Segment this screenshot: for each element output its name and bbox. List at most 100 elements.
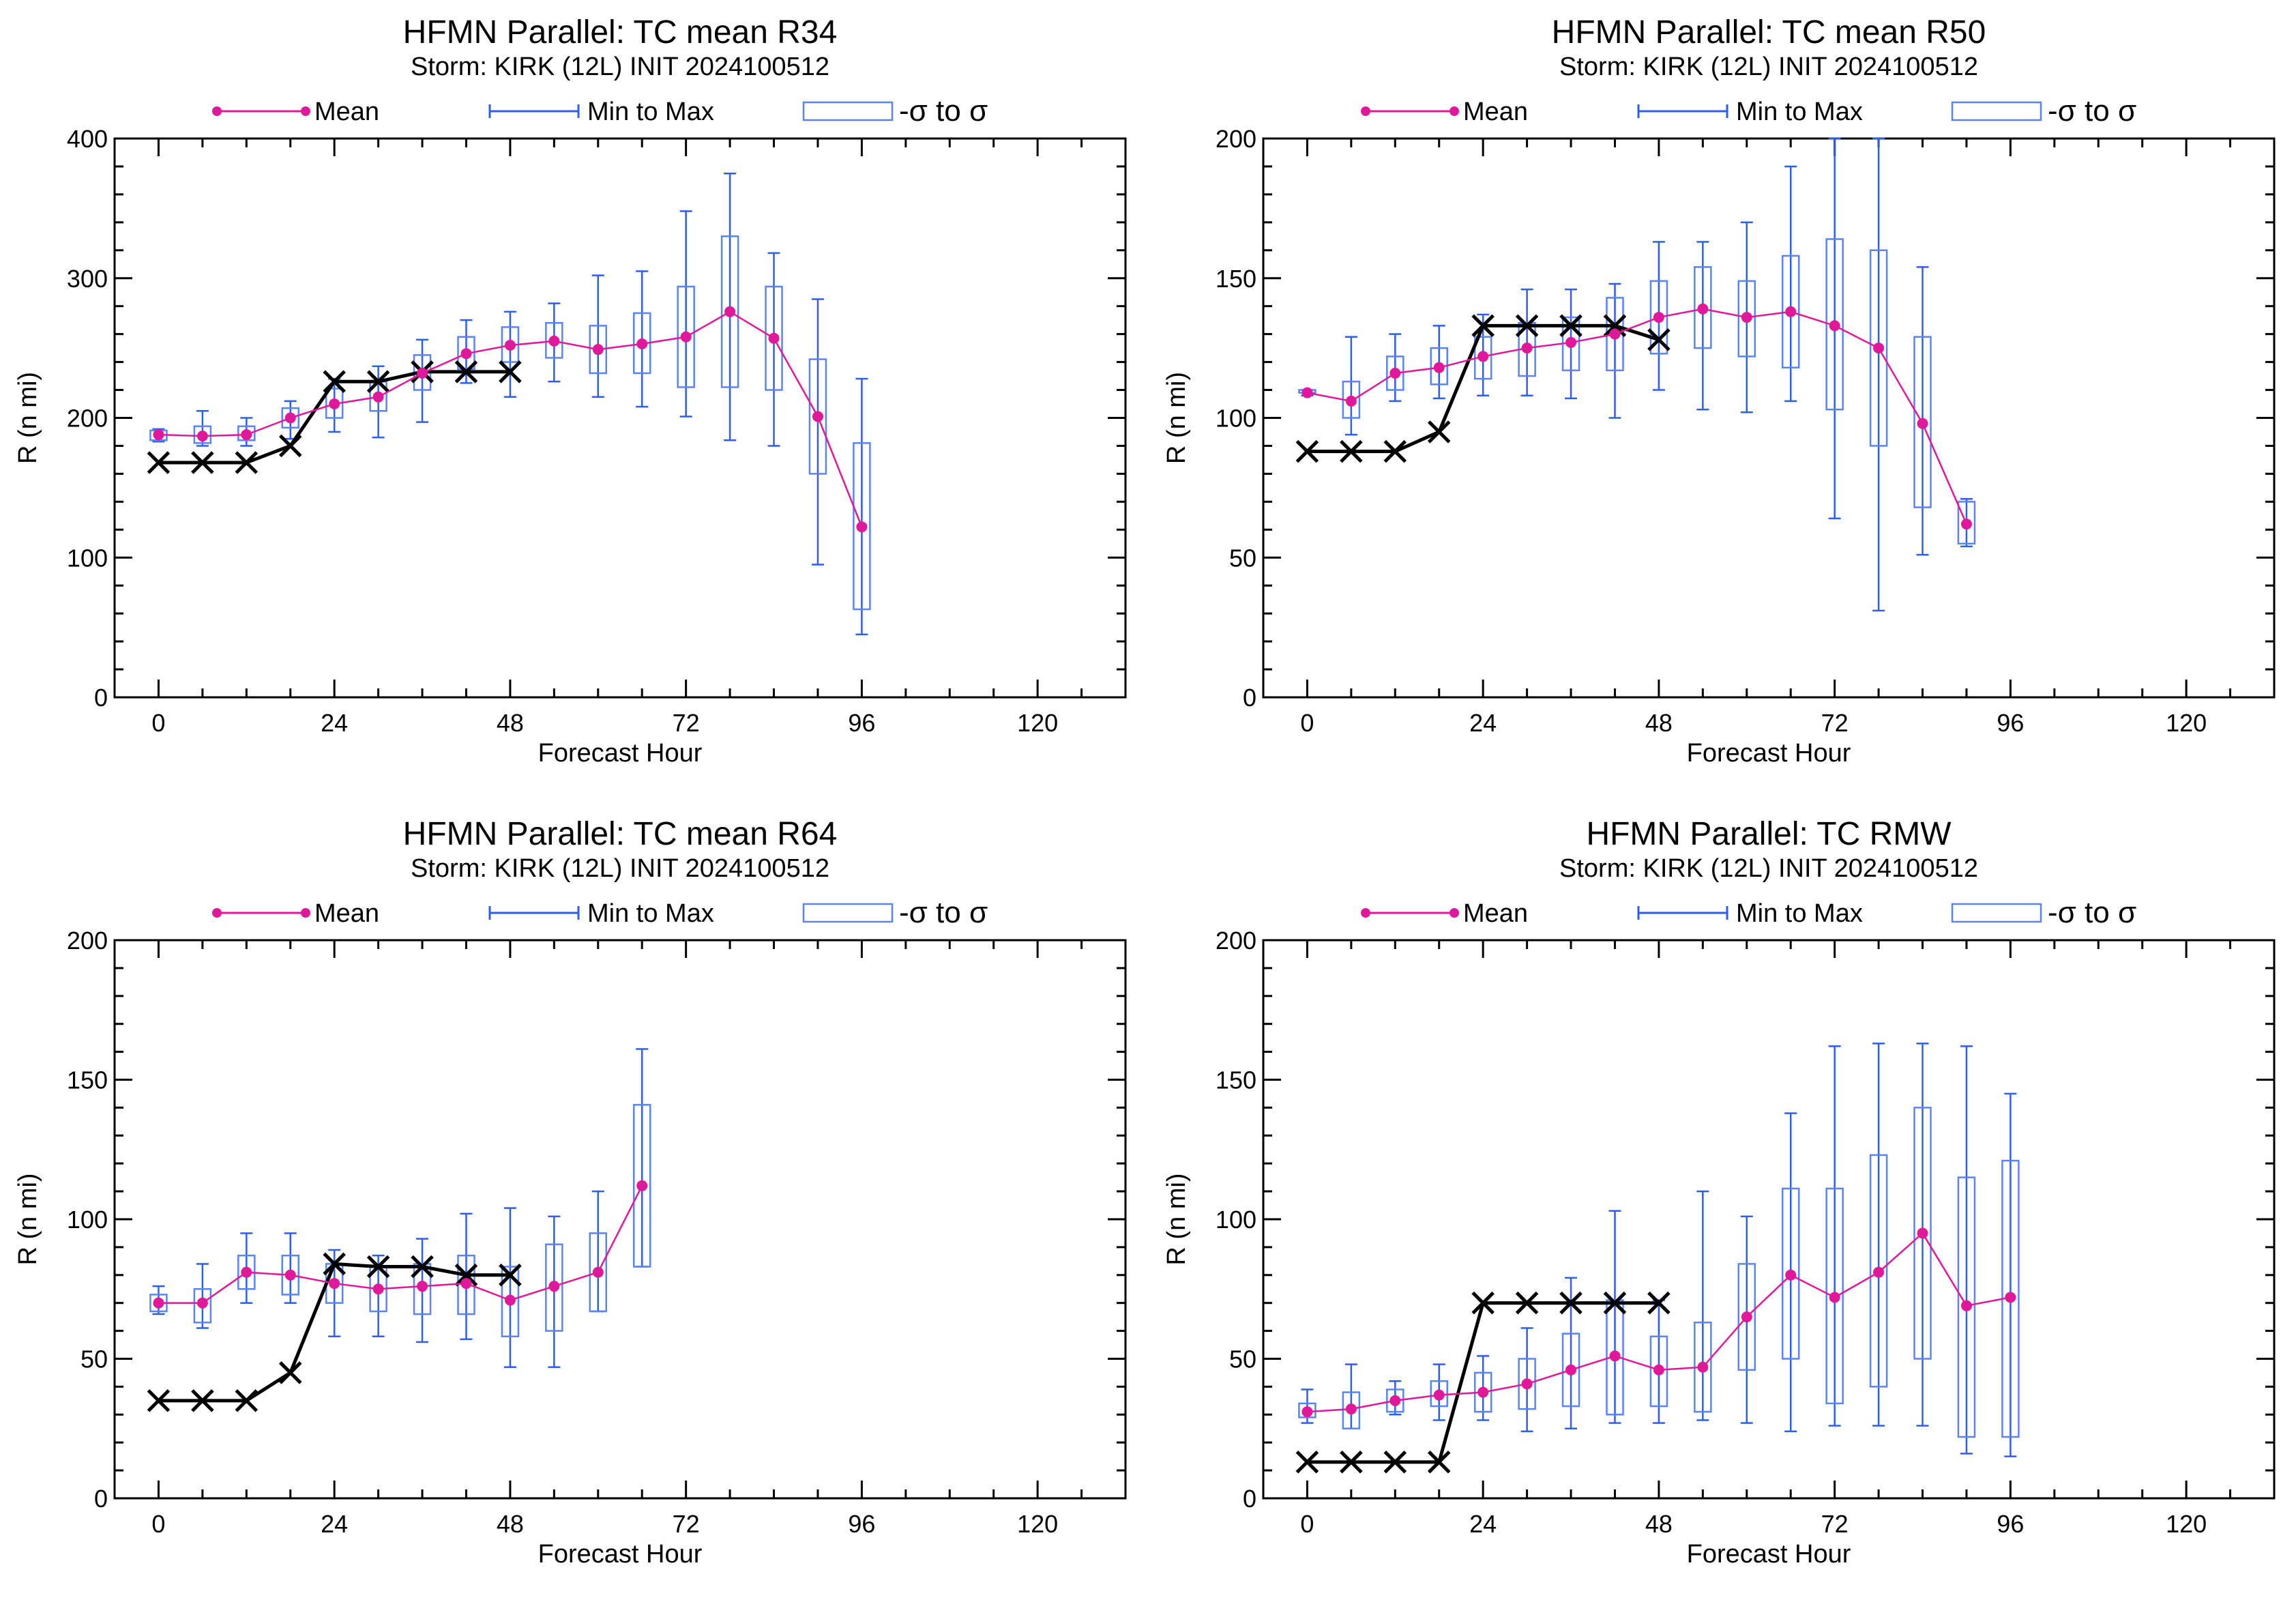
legend-mean-label: Mean (1463, 98, 1528, 126)
x-tick-label: 0 (1300, 709, 1314, 737)
mean-point (1609, 1350, 1621, 1362)
best-track-marker (1383, 1451, 1407, 1474)
sigma-box (1913, 1107, 1932, 1360)
sigma-box (413, 1263, 432, 1315)
mean-point (1960, 519, 1972, 530)
legend-mean-label: Mean (1463, 899, 1528, 928)
sigma-box (1825, 1187, 1844, 1405)
mean-point (1433, 1389, 1445, 1401)
legend-mean-marker (301, 106, 310, 116)
mean-point (1873, 1266, 1885, 1278)
x-tick-label: 0 (151, 1510, 165, 1538)
best-track-marker (323, 370, 346, 394)
legend-mean-marker (301, 908, 310, 918)
mean-point (1653, 1364, 1664, 1375)
mean-point (1477, 351, 1489, 362)
mean-point (1345, 395, 1357, 407)
best-track-marker (1559, 1291, 1583, 1315)
legend: Mean Min to Max -σ to σ (212, 896, 988, 929)
mean-point (724, 306, 736, 317)
sigma-box (1957, 501, 1976, 545)
y-tick-label: 50 (1229, 1345, 1256, 1373)
mean-point (1960, 1300, 1972, 1311)
sigma-series (149, 235, 871, 611)
mean-point (417, 367, 428, 379)
mean-series (1301, 303, 1972, 530)
legend-mean-marker (212, 908, 222, 918)
mean-point (284, 412, 296, 424)
mean-series (153, 306, 868, 533)
x-tick-label: 96 (848, 709, 875, 737)
mean-point (1389, 1395, 1401, 1406)
plot-frame (113, 137, 1127, 699)
best-track-marker (1383, 439, 1407, 463)
x-tick-label: 72 (1821, 709, 1849, 737)
mean-point (1521, 1378, 1533, 1390)
sigma-box (193, 1288, 212, 1324)
y-tick-label: 200 (67, 927, 108, 955)
mean-point (460, 1278, 472, 1290)
best-track-marker (323, 1252, 346, 1276)
sigma-box (1649, 1335, 1668, 1408)
mean-series (1301, 1227, 2016, 1418)
sigma-box (1649, 280, 1668, 355)
legend-minmax-label: Min to Max (587, 899, 714, 928)
mean-point (1829, 320, 1840, 332)
best-track-series (1295, 1291, 1671, 1474)
y-tick-label: 0 (1243, 1485, 1256, 1513)
sigma-box (1869, 1154, 1888, 1388)
sigma-series (1298, 238, 1976, 545)
legend-mean-marker (212, 106, 222, 116)
sigma-box (1781, 254, 1800, 369)
y-axis-label: R (n mi) (1162, 1173, 1191, 1265)
mean-point (196, 1297, 208, 1309)
minmax-series (152, 1048, 649, 1369)
mean-point (1741, 1311, 1752, 1323)
mean-point (1521, 343, 1533, 354)
best-track-marker (1647, 1291, 1671, 1315)
mean-point (1433, 362, 1445, 373)
best-track-marker (235, 1389, 259, 1412)
mean-point (2005, 1292, 2016, 1303)
legend-sigma-box (802, 903, 894, 923)
sigma-box (1957, 1176, 1976, 1438)
mean-point (548, 1281, 560, 1292)
x-tick-label: 48 (1645, 1510, 1673, 1538)
mean-point (329, 398, 340, 410)
chart-title: HFMN Parallel: TC RMW (1586, 816, 1952, 852)
legend-minmax-label: Min to Max (1736, 899, 1863, 928)
x-tick-label: 0 (1300, 1510, 1314, 1538)
x-tick-label: 24 (321, 1510, 348, 1538)
sigma-box (237, 425, 256, 441)
y-tick-label: 50 (1229, 544, 1256, 572)
sigma-box (720, 235, 739, 388)
y-axis-label: R (n mi) (1162, 372, 1191, 464)
x-tick-label: 48 (497, 709, 524, 737)
y-tick-label: 100 (67, 544, 108, 572)
mean-point (636, 1180, 648, 1191)
minmax-series (1301, 1043, 2017, 1457)
best-track-marker (1515, 314, 1539, 338)
chart-title: HFMN Parallel: TC mean R50 (1552, 14, 1986, 50)
best-track-marker (366, 370, 390, 394)
legend-minmax-label: Min to Max (587, 98, 714, 126)
mean-point (636, 338, 648, 349)
x-tick-label: 120 (1017, 1510, 1058, 1538)
best-track-marker (235, 451, 259, 474)
minmax-series (152, 172, 868, 636)
best-track-marker (1427, 420, 1451, 443)
y-tick-label: 150 (67, 1066, 108, 1094)
mean-point (1565, 336, 1577, 348)
mean-point (153, 1297, 164, 1309)
sigma-box (1430, 1380, 1448, 1408)
mean-point (329, 1278, 340, 1290)
mean-point (1873, 343, 1885, 354)
mean-line (1307, 308, 1968, 525)
best-track-series (147, 1252, 522, 1412)
chart-subtitle: Storm: KIRK (12L) INIT 2024100512 (1559, 53, 1978, 81)
y-tick-label: 200 (1216, 125, 1256, 153)
plot-frame (113, 939, 1127, 1500)
best-track-marker (454, 1264, 478, 1287)
mean-point (548, 335, 560, 347)
